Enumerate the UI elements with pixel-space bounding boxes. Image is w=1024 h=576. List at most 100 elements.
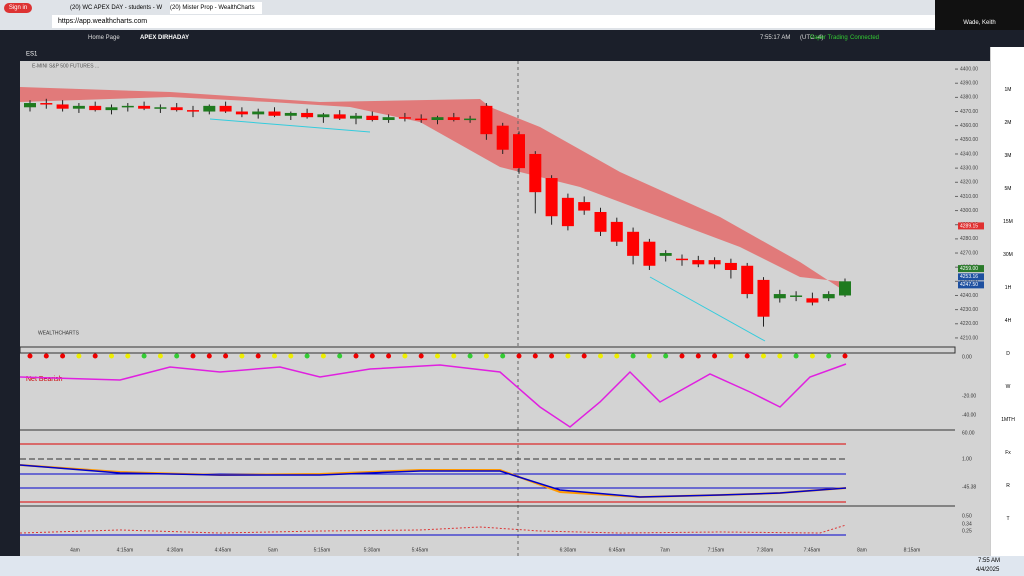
signal-dot: [239, 353, 245, 359]
timeframe[interactable]: 5M: [1004, 186, 1012, 192]
status: Connected: [850, 35, 880, 41]
indicator-label: -20.00: [962, 393, 976, 399]
candle-body: [464, 118, 477, 121]
indicator-label: 0.34: [962, 521, 972, 527]
candle-body: [40, 103, 53, 105]
toolbar: Home Page APEX DIRHADAY 7:55:17 AM (UTC …: [0, 30, 1024, 47]
signal-dot: [744, 353, 750, 359]
candle-body: [529, 153, 542, 193]
x-tick-label: 7:30am: [757, 547, 774, 553]
timeframe[interactable]: D: [1006, 351, 1010, 357]
candle-body: [235, 111, 248, 115]
y-tick-label: 4230.00: [960, 307, 978, 313]
y-tick-label: 4280.00: [960, 236, 978, 242]
timeframe[interactable]: 4H: [1004, 318, 1012, 324]
candle-body: [333, 114, 346, 119]
signal-dot: [353, 353, 359, 359]
volume-line: [20, 524, 847, 534]
candle-body: [643, 241, 656, 266]
candle-body: [627, 231, 640, 256]
signal-dot: [272, 353, 277, 359]
x-tick-label: 5:45am: [412, 547, 429, 553]
timeframe[interactable]: Fx: [1005, 450, 1011, 456]
x-tick-label: 8am: [857, 547, 867, 553]
x-tick-label: 7:15am: [708, 547, 725, 553]
y-tick-label: 4330.00: [960, 165, 978, 171]
tab[interactable]: (20) Mister Prop - WealthCharts: [170, 2, 262, 14]
candle-body: [594, 211, 607, 232]
y-tick-label: 4370.00: [960, 109, 978, 115]
candle-body: [301, 112, 314, 118]
signal-dot: [826, 353, 832, 359]
candle-body: [105, 107, 118, 111]
tab[interactable]: Home Page: [88, 35, 120, 41]
price-flag-label: 4259.00: [960, 266, 978, 272]
signal-dot: [255, 353, 261, 359]
signal-dot: [549, 353, 555, 359]
price-flag-label: 4247.50: [960, 282, 978, 288]
x-tick-label: 6:30am: [560, 547, 577, 553]
signal-dot: [402, 353, 408, 359]
signal-dot: [598, 353, 603, 359]
tab[interactable]: APEX DIRHADAY: [140, 35, 190, 41]
candle-body: [72, 105, 85, 109]
candle-body: [366, 115, 379, 121]
signal-dot: [435, 353, 440, 359]
sign-in[interactable]: Sign in: [4, 3, 32, 13]
signal-dot: [109, 353, 114, 359]
candle-body: [806, 298, 819, 303]
timeframe[interactable]: W: [1005, 384, 1011, 390]
url-bar[interactable]: https://app.wealthcharts.com: [52, 15, 938, 28]
candle-body: [545, 178, 558, 217]
candle-body: [170, 107, 183, 111]
y-tick-label: 4210.00: [960, 335, 978, 341]
timeframe[interactable]: 1M: [1004, 87, 1012, 93]
timeframe[interactable]: 1H: [1004, 285, 1012, 291]
timezone: (UTC -4): [800, 35, 824, 41]
x-tick-label: 7:45am: [804, 547, 821, 553]
signal-dot: [679, 353, 685, 359]
indicator-label: 1.00: [962, 456, 972, 462]
candle-body: [513, 134, 525, 169]
signal-dot: [206, 353, 212, 359]
timeframe[interactable]: 30M: [1003, 252, 1013, 258]
signal-dot: [777, 353, 783, 359]
candle-body: [154, 107, 167, 109]
x-tick-label: 4am: [70, 547, 80, 553]
price-flag: [958, 273, 984, 281]
chart: ES1 E-MINI S&P 500 FUTURES ... Net Beari…: [20, 47, 990, 556]
timeframe[interactable]: R: [1006, 483, 1010, 489]
signal-dot: [190, 353, 196, 359]
candle-body: [561, 197, 574, 227]
candle-body: [839, 281, 851, 296]
indicator-label: -40.00: [962, 412, 976, 418]
indicator-label: 0.50: [962, 513, 972, 519]
tab[interactable]: (20) WC APEX DAY - students - W: [70, 5, 163, 11]
signal-dot: [223, 353, 229, 359]
timeframe[interactable]: 3M: [1004, 153, 1012, 159]
x-tick-label: 5:15am: [314, 547, 331, 553]
signal-dot: [630, 353, 636, 359]
signal-dot: [304, 353, 310, 359]
signal-dot: [337, 353, 343, 359]
signal-dot: [141, 353, 147, 359]
signal-dot: [27, 353, 33, 359]
x-tick-label: 4:45am: [215, 547, 232, 553]
candle-body: [741, 265, 754, 295]
signal-dot: [288, 353, 294, 359]
signal-dot: [532, 353, 538, 359]
timeframe[interactable]: 15M: [1003, 219, 1013, 225]
signal-dot: [646, 353, 652, 359]
trend-line: [209, 118, 371, 133]
signal-dot: [92, 353, 98, 359]
signal-dot: [386, 353, 392, 359]
y-tick-label: 4380.00: [960, 95, 978, 101]
candle-body: [724, 262, 737, 271]
y-tick-label: 4220.00: [960, 321, 978, 327]
signal-dot: [320, 353, 326, 359]
timeframe[interactable]: T: [1006, 516, 1010, 522]
timeframe[interactable]: 1MTH: [1001, 417, 1015, 423]
slow-line: [20, 464, 847, 498]
timeframe[interactable]: 2M: [1004, 120, 1012, 126]
